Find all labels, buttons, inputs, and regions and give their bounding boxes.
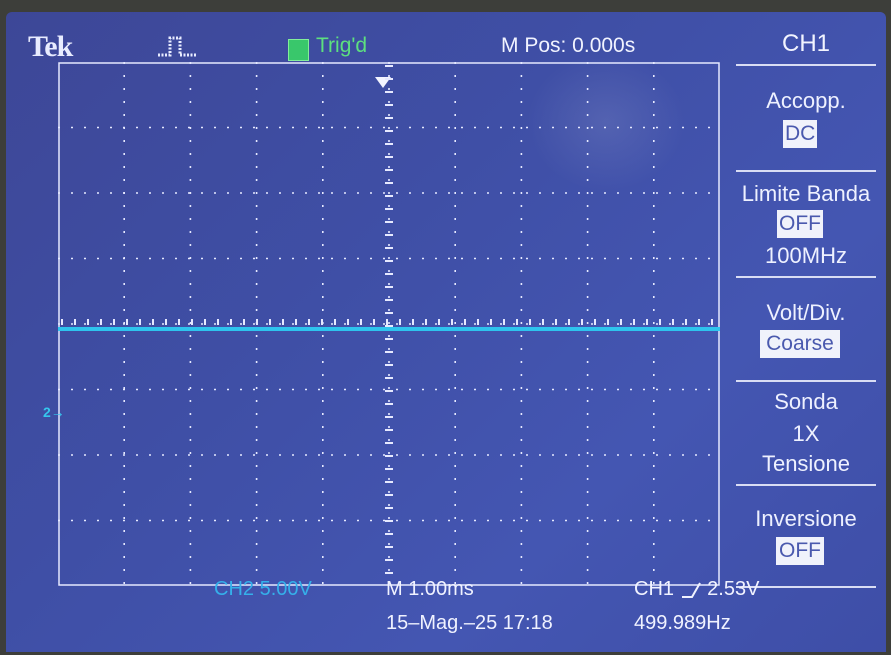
menu-bandwidth-value[interactable]: OFF bbox=[777, 210, 823, 238]
brand-logo: Tek bbox=[28, 30, 73, 63]
trigger-status: Trig'd bbox=[316, 34, 368, 57]
horizontal-position-readout: M Pos: 0.000s bbox=[501, 34, 636, 57]
rising-slope-icon bbox=[681, 582, 701, 598]
side-menu: CH1 Accopp. DC Limite Banda OFF 100MHz V… bbox=[726, 24, 886, 624]
menu-invert-label[interactable]: Inversione bbox=[755, 506, 857, 531]
menu-coupling-label[interactable]: Accopp. bbox=[766, 88, 846, 113]
trigger-readout: CH1 2.53V bbox=[634, 578, 759, 601]
menu-voltdiv-label[interactable]: Volt/Div. bbox=[766, 300, 846, 325]
waveform-graticule bbox=[58, 62, 720, 586]
oscilloscope-screen: Tek Trig'd M Pos: 0.000s 2→ CH1 Accopp. … bbox=[6, 12, 886, 652]
menu-coupling-value[interactable]: DC bbox=[783, 120, 817, 148]
menu-probe-extra: Tensione bbox=[761, 451, 851, 476]
timebase-readout: M 1.00ms bbox=[386, 578, 474, 600]
side-menu-channel-title: CH1 bbox=[781, 30, 830, 57]
menu-invert-value[interactable]: OFF bbox=[776, 537, 824, 565]
frequency-readout: 499.989Hz bbox=[634, 612, 731, 634]
datetime-readout: 15–Mag.–25 17:18 bbox=[386, 612, 553, 634]
menu-bandwidth-extra: 100MHz bbox=[765, 243, 847, 268]
ch2-ground-marker: 2→ bbox=[43, 404, 65, 420]
menu-separator bbox=[736, 276, 876, 278]
menu-voltdiv-value[interactable]: Coarse bbox=[760, 330, 840, 358]
menu-separator bbox=[736, 64, 876, 66]
menu-probe-value[interactable]: 1X bbox=[792, 421, 820, 446]
menu-separator bbox=[736, 586, 876, 588]
graticule-grid bbox=[58, 62, 720, 586]
menu-separator bbox=[736, 170, 876, 172]
trigger-source: CH1 bbox=[634, 578, 675, 600]
pulse-icon bbox=[158, 36, 196, 57]
menu-separator bbox=[736, 484, 876, 486]
trigger-level: 2.53V bbox=[707, 578, 760, 600]
trigger-status-icon bbox=[288, 39, 309, 61]
menu-bandwidth-label[interactable]: Limite Banda bbox=[741, 181, 871, 206]
menu-separator bbox=[736, 380, 876, 382]
menu-probe-label[interactable]: Sonda bbox=[774, 389, 838, 414]
ch2-scale-readout: CH2 5.00V bbox=[214, 578, 312, 600]
